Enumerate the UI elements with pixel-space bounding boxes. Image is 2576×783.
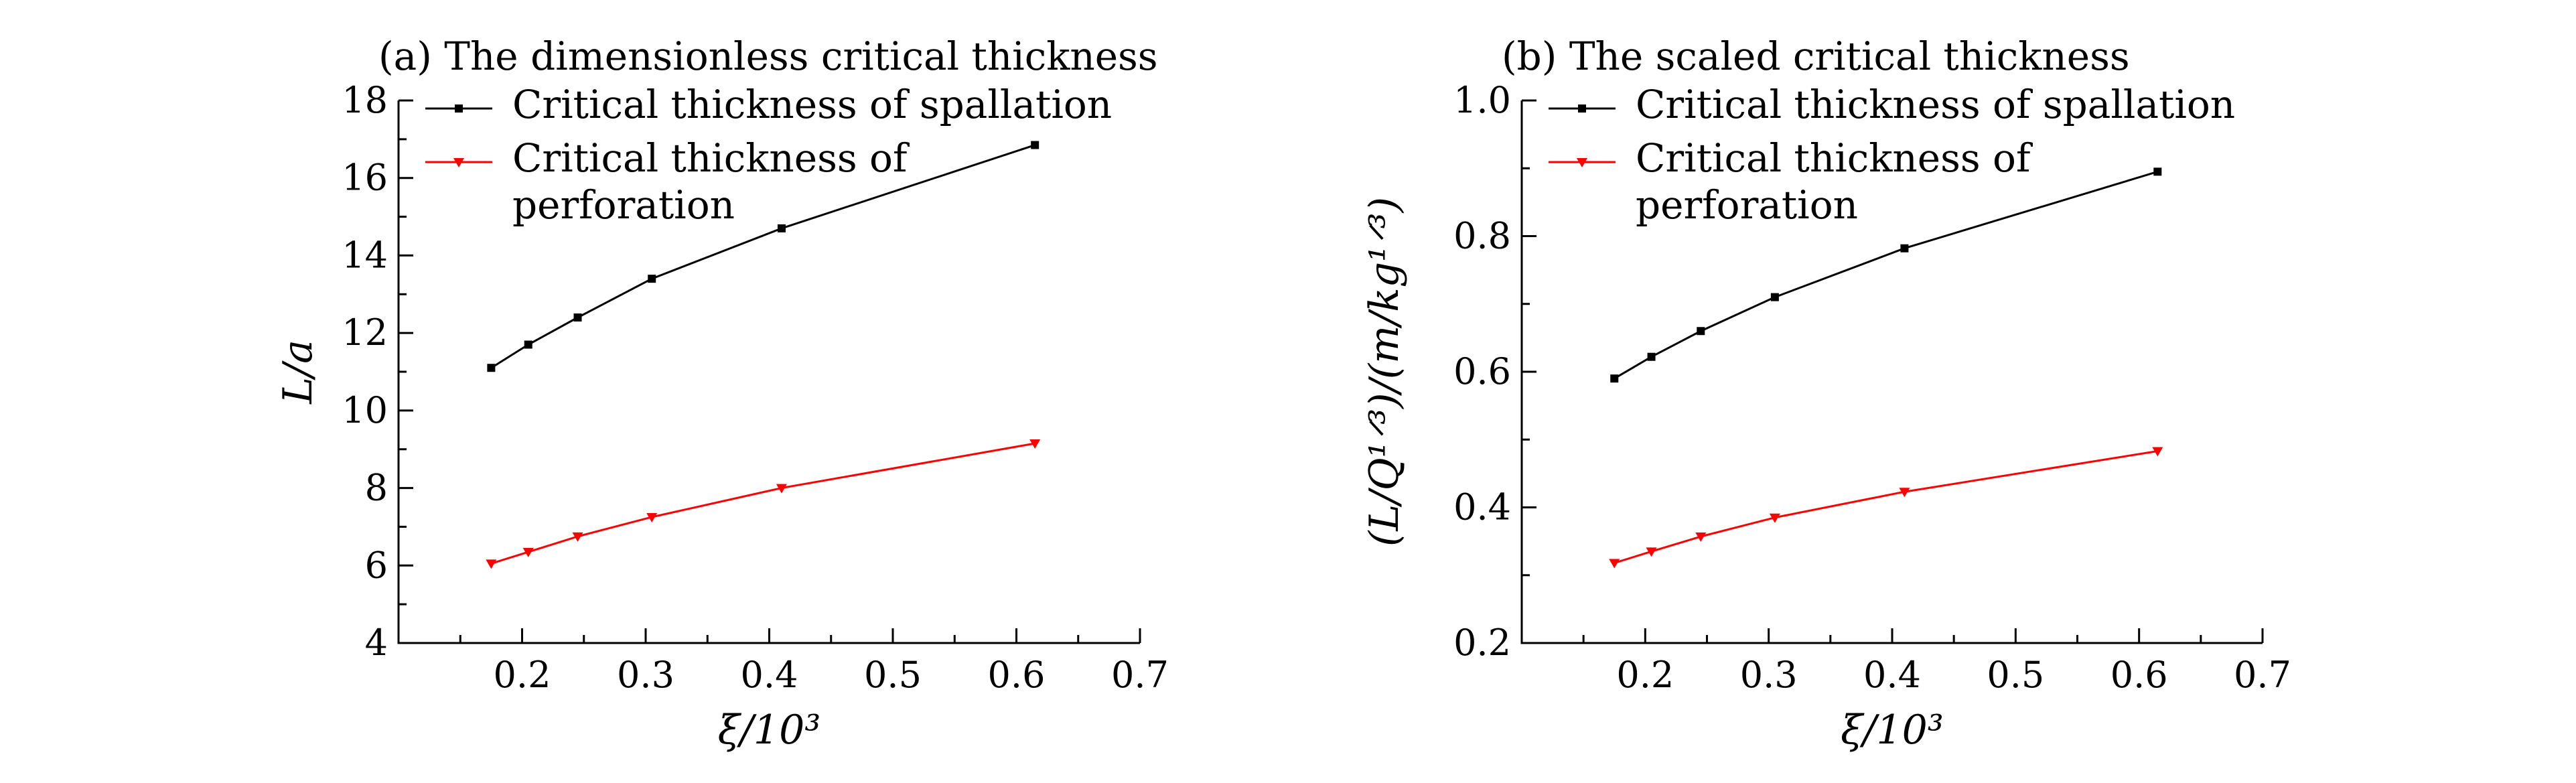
chart-b-xtick-label: 0.5 xyxy=(1987,654,2044,696)
chart-a-ytick-label: 18 xyxy=(342,79,388,121)
chart-b-series-0-point xyxy=(2153,167,2162,176)
chart-a-xtick-label: 0.6 xyxy=(988,654,1046,696)
chart-a-series-0-point xyxy=(487,364,496,372)
chart-b-series-1-point xyxy=(1646,547,1657,557)
chart-b-legend-marker-1 xyxy=(1577,158,1587,167)
chart-a-ytick-label: 10 xyxy=(342,389,388,431)
chart-b-series-0-point xyxy=(1900,244,1909,253)
chart-b-ylabel: (L/Q¹ᐟ³)/(m/kg¹ᐟ³) xyxy=(1361,197,1408,547)
chart-b-xtick-label: 0.6 xyxy=(2110,654,2168,696)
chart-a-xtick-label: 0.7 xyxy=(1111,654,1169,696)
chart-b-legend-label-1: perforation xyxy=(1636,182,1858,228)
chart-b-series-0-point xyxy=(1770,293,1779,301)
chart-a-series-1-point xyxy=(572,532,583,542)
chart-a-legend-label-0: Critical thickness of spallation xyxy=(512,82,1112,127)
chart-a-series-1-point xyxy=(522,548,534,558)
chart-a-ytick-label: 12 xyxy=(342,311,388,354)
chart-b-title: (b) The scaled critical thickness xyxy=(1502,33,2130,79)
chart-a-ytick-label: 6 xyxy=(365,544,388,586)
chart-a-series-0-point xyxy=(524,340,532,349)
chart-b-series-1-point xyxy=(1769,513,1780,523)
chart-a-series-0-line xyxy=(490,144,1035,369)
chart-a-xtick-label: 0.2 xyxy=(494,654,551,696)
chart-b-legend-marker-0 xyxy=(1578,104,1586,113)
chart-b-ytick-label: 0.2 xyxy=(1453,622,1511,664)
chart-b-xlabel: ξ/10³ xyxy=(1841,707,1944,754)
chart-a-ytick-label: 16 xyxy=(342,157,388,199)
chart-a-axes xyxy=(397,100,1140,644)
chart-a-ytick-label: 14 xyxy=(342,234,388,276)
chart-a-series-1-point xyxy=(1029,439,1041,449)
chart-a-series-1-point xyxy=(646,512,658,522)
chart-a-ytick-label: 8 xyxy=(365,467,388,509)
chart-a-series-1-point xyxy=(486,559,497,569)
chart-b-ytick-label: 0.6 xyxy=(1453,350,1511,393)
chart-a-xlabel: ξ/10³ xyxy=(718,707,821,754)
chart-a-ylabel: L/a xyxy=(275,340,321,405)
chart-b-series-0-point xyxy=(1610,374,1619,383)
chart-b-ytick-label: 0.4 xyxy=(1453,486,1511,528)
chart-b-xtick-label: 0.4 xyxy=(1863,654,1921,696)
chart-b-series-1-point xyxy=(2152,447,2163,457)
chart-a-series-1-line xyxy=(490,442,1035,565)
chart-b-series-1-line xyxy=(1614,449,2158,564)
chart-b-series-0-point xyxy=(1697,327,1705,336)
chart-b-legend-label-1: Critical thickness of xyxy=(1636,135,2033,181)
chart-b-series-0-line xyxy=(1614,170,2158,380)
chart-b-legend-label-0: Critical thickness of spallation xyxy=(1636,82,2235,127)
chart-a-legend-label-1: Critical thickness of xyxy=(512,135,910,181)
chart-a-legend-label-1: perforation xyxy=(512,182,735,228)
chart-a-title: (a) The dimensionless critical thickness xyxy=(378,33,1158,79)
chart-a-series-0-point xyxy=(648,275,656,283)
chart-b-xtick-label: 0.2 xyxy=(1616,654,1674,696)
chart-a-series-1-point xyxy=(776,484,787,494)
chart-b-xtick-label: 0.3 xyxy=(1740,654,1798,696)
chart-b-axes xyxy=(1520,100,2263,644)
chart-b-series-1-point xyxy=(1609,559,1620,569)
chart-b-xtick-label: 0.7 xyxy=(2234,654,2291,696)
chart-a: (a) The dimensionless critical thickness… xyxy=(275,33,1169,754)
chart-a-series-0-point xyxy=(777,224,786,232)
chart-b-series-1-point xyxy=(1695,532,1707,543)
chart-a-legend-marker-0 xyxy=(455,104,463,113)
chart-b-ytick-label: 0.8 xyxy=(1453,215,1511,257)
chart-a-xtick-label: 0.5 xyxy=(864,654,922,696)
chart-a-series-0-point xyxy=(1031,141,1040,149)
chart-a-xtick-label: 0.3 xyxy=(617,654,674,696)
chart-b: (b) The scaled critical thickness 0.2 0.4 0… xyxy=(1361,33,2291,754)
chart-b-ytick-label: 1.0 xyxy=(1453,79,1511,121)
chart-b-series-0-point xyxy=(1647,352,1656,361)
chart-a-ytick-label: 4 xyxy=(365,622,388,664)
chart-a-xtick-label: 0.4 xyxy=(741,654,798,696)
chart-b-series-1-point xyxy=(1899,488,1910,498)
chart-a-series-0-point xyxy=(573,313,582,322)
chart-a-legend-marker-1 xyxy=(453,158,464,167)
